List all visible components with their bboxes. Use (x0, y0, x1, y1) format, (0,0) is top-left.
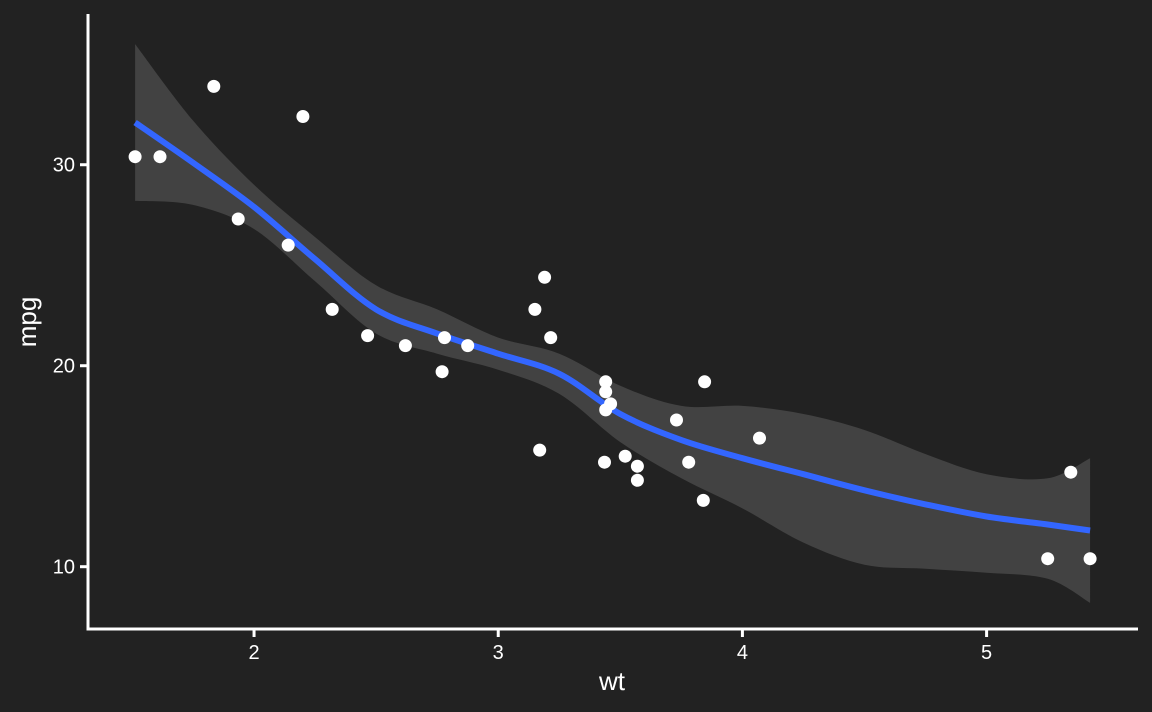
data-point (435, 365, 449, 379)
data-point (682, 455, 696, 469)
data-point (325, 302, 339, 316)
data-point (1064, 465, 1078, 479)
data-point (599, 403, 613, 417)
x-axis-title: wt (598, 666, 626, 696)
data-point (599, 375, 613, 389)
data-point (696, 493, 710, 507)
y-axis-title: mpg (12, 297, 42, 348)
data-point (231, 212, 245, 226)
data-point (398, 339, 412, 353)
data-point (618, 449, 632, 463)
y-tick-label: 10 (53, 557, 75, 579)
data-point (438, 331, 451, 345)
data-point (544, 331, 558, 345)
data-point (1041, 552, 1055, 566)
data-point (533, 443, 547, 457)
data-point (361, 329, 375, 343)
data-point (538, 270, 552, 284)
confidence-band (135, 44, 1091, 603)
y-tick-label: 30 (53, 155, 75, 177)
data-point (1083, 552, 1097, 566)
data-point (598, 455, 611, 469)
data-point (128, 150, 142, 164)
y-tick-label: 20 (53, 356, 75, 378)
data-point (461, 339, 475, 353)
data-point (698, 375, 712, 389)
data-point (207, 79, 221, 93)
x-tick-label: 2 (248, 642, 259, 664)
x-tick-label: 4 (737, 642, 748, 664)
x-tick-label: 3 (493, 642, 504, 664)
data-point (281, 238, 295, 252)
data-point (153, 150, 167, 164)
data-point (630, 473, 644, 487)
x-tick-label: 5 (981, 642, 992, 664)
data-point (528, 302, 542, 316)
data-point (753, 431, 766, 445)
data-point (599, 385, 613, 399)
data-point (296, 110, 310, 123)
data-point (630, 459, 644, 473)
data-point (670, 413, 683, 427)
smooth-line (133, 120, 1091, 534)
